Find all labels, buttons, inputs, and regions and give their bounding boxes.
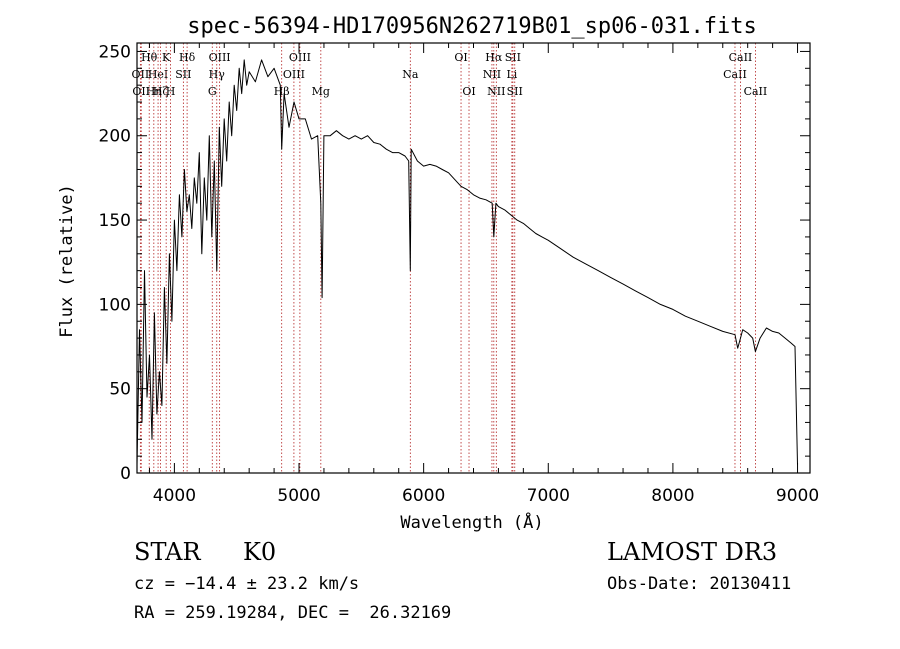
marker-label-10: G (208, 85, 217, 98)
marker-label-20: NII (483, 68, 501, 81)
marker-label-3: Hη (146, 85, 162, 98)
x-tick-label: 5000 (277, 486, 320, 506)
marker-label-19: OI (462, 85, 475, 98)
marker-label-6: K (162, 51, 171, 64)
x-tick-label: 7000 (527, 486, 570, 506)
marker-label-2: Hθ (141, 51, 158, 64)
marker-label-25: SII (507, 85, 523, 98)
marker-label-21: Hα (485, 51, 503, 64)
y-tick-label: 150 (99, 211, 131, 231)
object-class: STAR (134, 538, 201, 566)
obs-date: Obs-Date: 20130411 (607, 574, 792, 594)
x-tick-label: 6000 (402, 486, 445, 506)
coordinates: RA = 259.19284, DEC = 26.32169 (134, 603, 452, 623)
plot-frame (136, 42, 811, 474)
marker-label-5: Hζ (153, 85, 169, 98)
flux-series (136, 59, 798, 465)
marker-label-8: SII (175, 68, 191, 81)
y-tick-label: 0 (120, 464, 131, 484)
marker-label-28: CaII (744, 85, 768, 98)
redshift-velocity: cz = −14.4 ± 23.2 km/s (134, 574, 360, 594)
y-tick-label: 200 (99, 127, 131, 147)
chart-title: spec-56394-HD170956N262719B01_sp06-031.f… (187, 14, 757, 39)
x-tick-label: 9000 (776, 486, 819, 506)
x-axis: 4000 5000 6000 7000 8000 9000 (148, 43, 819, 506)
x-axis-label: Wavelength (Å) (400, 511, 543, 533)
marker-label-0: OII (132, 68, 150, 81)
marker-label-18: OI (454, 51, 467, 64)
y-tick-label: 250 (99, 42, 131, 62)
marker-label-17: Na (402, 68, 419, 81)
marker-label-15: OIII (289, 51, 311, 64)
spectral-line-markers: OIIOIIHθHηHeIHζKHSIIHδGHγOIIIHβOIIIOIIIM… (132, 43, 768, 473)
marker-label-16: Mg (312, 85, 330, 98)
x-tick-label: 8000 (651, 486, 694, 506)
marker-label-4: HeI (148, 68, 168, 81)
marker-label-14: OIII (283, 68, 305, 81)
subclass: K0 (243, 538, 277, 566)
y-tick-label: 50 (109, 380, 131, 400)
y-tick-label: 100 (99, 295, 131, 315)
flux-line (136, 59, 798, 465)
marker-label-13: Hβ (274, 85, 290, 98)
survey-name: LAMOST DR3 (607, 538, 778, 566)
marker-label-11: Hγ (209, 68, 226, 81)
marker-label-24: SII (505, 51, 521, 64)
marker-label-27: CaII (729, 51, 753, 64)
marker-label-23: Li (506, 68, 517, 81)
marker-label-7: H (166, 85, 176, 98)
x-tick-label: 4000 (153, 486, 196, 506)
marker-label-9: Hδ (179, 51, 196, 64)
y-axis-label: Flux (relative) (57, 184, 77, 338)
y-axis: 0 50 100 150 200 250 (99, 42, 810, 484)
marker-label-22: NII (487, 85, 505, 98)
marker-label-26: CaII (723, 68, 747, 81)
marker-label-12: OIII (209, 51, 231, 64)
